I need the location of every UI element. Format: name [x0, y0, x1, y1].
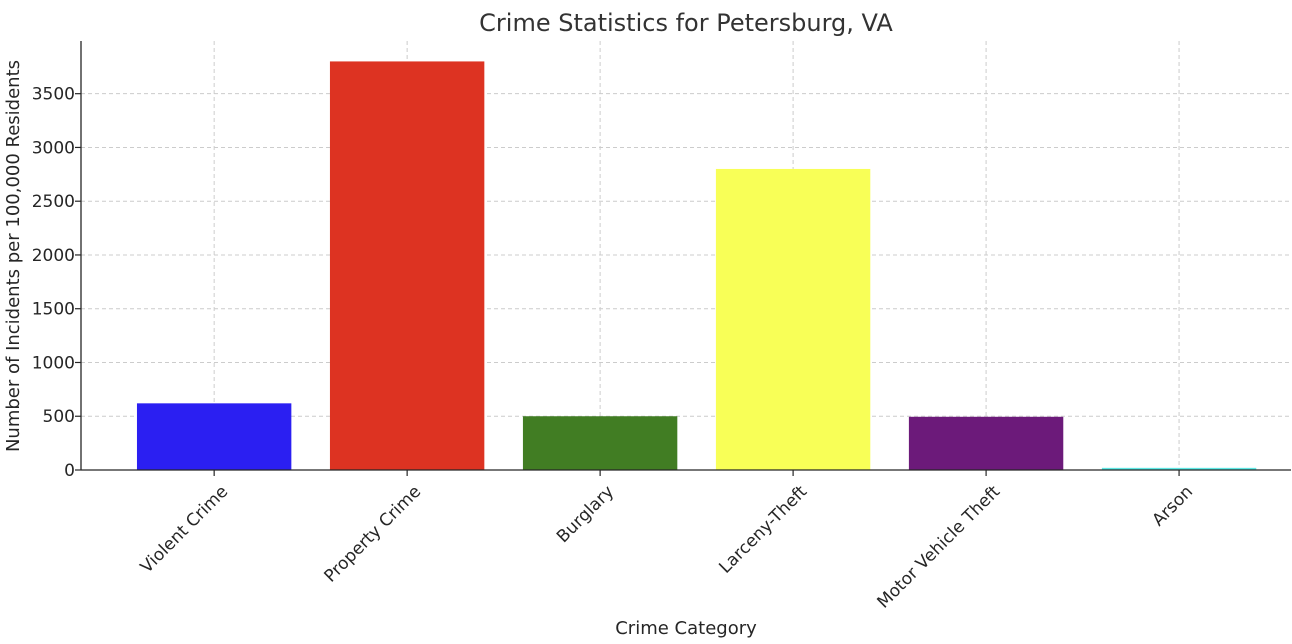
bar — [1101, 467, 1257, 470]
y-tick-label: 2000 — [32, 246, 75, 266]
y-axis-label: Number of Incidents per 100,000 Resident… — [3, 60, 24, 452]
bar — [715, 168, 871, 470]
y-tick-label: 1500 — [32, 300, 75, 320]
x-tick-label: Motor Vehicle Theft — [874, 482, 1005, 613]
y-tick-label: 3500 — [32, 85, 75, 105]
x-axis-label: Crime Category — [615, 618, 757, 639]
y-tick-label: 0 — [64, 461, 75, 481]
y-tick-label: 3000 — [32, 138, 75, 158]
y-axis-ticks: 0 500 1000 1500 2000 2500 3000 3500 — [32, 85, 81, 481]
bar — [522, 416, 678, 470]
bar — [329, 61, 485, 471]
y-tick-label: 1000 — [32, 353, 75, 373]
chart-title: Crime Statistics for Petersburg, VA — [479, 9, 893, 37]
x-tick-label: Property Crime — [321, 482, 426, 587]
x-tick-label: Larceny-Theft — [715, 482, 811, 578]
x-tick-label: Violent Crime — [137, 482, 232, 577]
bar — [136, 403, 292, 470]
x-tick-label: Burglary — [553, 482, 618, 547]
bars — [136, 61, 1257, 471]
bar — [908, 416, 1064, 470]
x-tick-label: Arson — [1149, 482, 1198, 531]
y-tick-label: 2500 — [32, 192, 75, 212]
y-tick-label: 500 — [43, 407, 75, 427]
x-axis-ticks: Violent Crime Property Crime Burglary Larce… — [137, 470, 1197, 612]
